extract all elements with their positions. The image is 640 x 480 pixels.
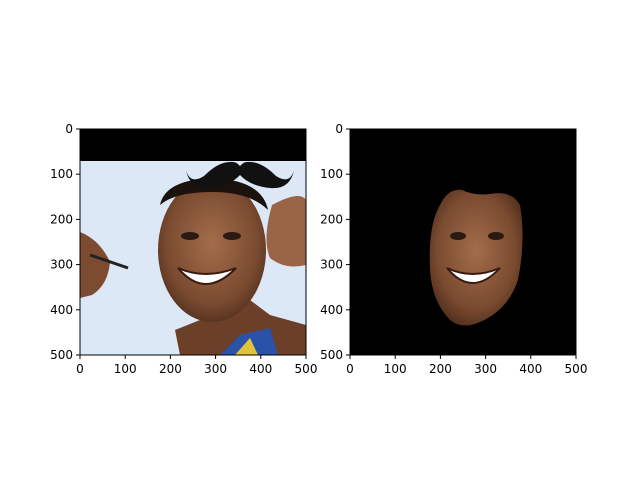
left-y-tick-label: 0	[65, 122, 73, 136]
left-x-tick-label: 500	[295, 362, 318, 376]
left-y-tick-label: 100	[50, 167, 73, 181]
right-x-tick-label: 500	[565, 362, 588, 376]
pen	[89, 253, 129, 270]
black-top-bar	[80, 129, 306, 161]
left-y-tick-label: 300	[50, 258, 73, 272]
masked-right-eye	[488, 232, 504, 240]
left-y-tick-label: 400	[50, 303, 73, 317]
left-y-tick-label: 500	[50, 348, 73, 362]
right-y-tick-label: 200	[320, 212, 343, 226]
right-y-tick-label: 500	[320, 348, 343, 362]
raised-hand	[266, 196, 306, 267]
right-eye	[223, 232, 241, 240]
left-x-tick-label: 300	[204, 362, 227, 376]
shirt-yellow	[235, 338, 258, 355]
left-eye	[181, 232, 199, 240]
right-x-tick-label: 400	[519, 362, 542, 376]
right-axes-frame	[349, 128, 577, 356]
left-x-tick-label: 0	[76, 362, 84, 376]
masked-face	[429, 189, 523, 326]
left-axes-frame	[79, 128, 307, 356]
head-shape	[158, 178, 266, 322]
hair-shape	[160, 178, 268, 210]
right-x-tick-label: 100	[384, 362, 407, 376]
right-x-tick-label: 200	[429, 362, 452, 376]
left-x-tick-label: 400	[249, 362, 272, 376]
right-x-tick-label: 300	[474, 362, 497, 376]
left-hand	[80, 232, 110, 298]
right-y-tick-label: 300	[320, 258, 343, 272]
right-y-tick-label: 100	[320, 167, 343, 181]
right-y-tick-label: 0	[335, 122, 343, 136]
smile-teeth	[177, 267, 237, 285]
left-x-tick-label: 100	[114, 362, 137, 376]
left-x-tick-label: 200	[159, 362, 182, 376]
masked-smile	[446, 267, 501, 284]
mustache-overlay	[186, 161, 294, 189]
left-y-tick-label: 200	[50, 212, 73, 226]
right-image-panel	[350, 129, 576, 355]
masked-left-eye	[450, 232, 466, 240]
left-image-panel	[80, 129, 306, 355]
right-y-tick-label: 400	[320, 303, 343, 317]
right-x-tick-label: 0	[346, 362, 354, 376]
